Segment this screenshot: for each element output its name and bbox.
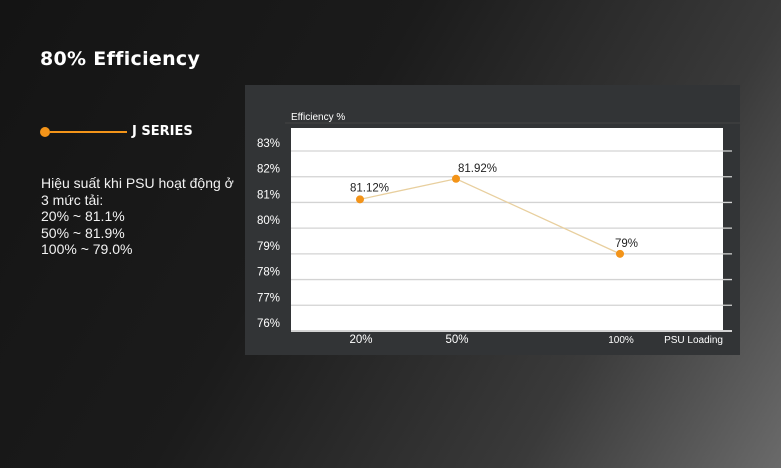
x-tick-label: 20% xyxy=(349,334,372,346)
desc-line: 50% ~ 81.9% xyxy=(41,224,125,241)
desc-line: 20% ~ 81.1% xyxy=(41,208,125,224)
plot-area xyxy=(291,128,723,331)
data-point xyxy=(356,195,364,204)
data-label: 81.92% xyxy=(458,163,497,175)
y-tick-label: 80% xyxy=(257,215,280,227)
data-label: 79% xyxy=(615,238,638,250)
chart-legend: J SERIES xyxy=(40,124,193,139)
x-tick-label: 50% xyxy=(445,334,468,346)
y-tick-label: 78% xyxy=(257,267,280,279)
desc-line: 100% ~ 79.0% xyxy=(41,241,133,257)
y-tick-label: 83% xyxy=(257,138,280,150)
y-tick-label: 79% xyxy=(257,241,280,253)
legend-marker-icon xyxy=(40,126,50,137)
data-point xyxy=(452,174,460,183)
desc-line: Hiệu suất khi PSU hoạt động ở xyxy=(41,175,234,191)
x-axis-title: PSU Loading xyxy=(664,335,723,346)
y-tick-label: 81% xyxy=(257,189,280,201)
legend-line xyxy=(50,130,127,133)
efficiency-description: Hiệu suất khi PSU hoạt động ở 3 mức tải:… xyxy=(41,175,234,258)
efficiency-chart: Efficiency % 76% 77% 78% 79% 80% 81% 82% 83% 81.1… xyxy=(257,112,740,346)
y-tick-label: 77% xyxy=(257,292,280,304)
y-axis-title: Efficiency % xyxy=(291,112,345,123)
y-tick-label: 82% xyxy=(257,164,280,176)
chart-panel: Efficiency % 76% 77% 78% 79% 80% 81% 82% 83% 81.1… xyxy=(245,85,740,355)
legend-label: J SERIES xyxy=(132,124,193,139)
data-point xyxy=(616,249,624,258)
x-tick-label: 100% xyxy=(608,335,634,346)
page-title: 80% Efficiency xyxy=(40,48,201,70)
desc-line: 3 mức tải: xyxy=(41,191,104,208)
data-label: 81.12% xyxy=(350,182,389,194)
y-tick-label: 76% xyxy=(257,318,280,330)
